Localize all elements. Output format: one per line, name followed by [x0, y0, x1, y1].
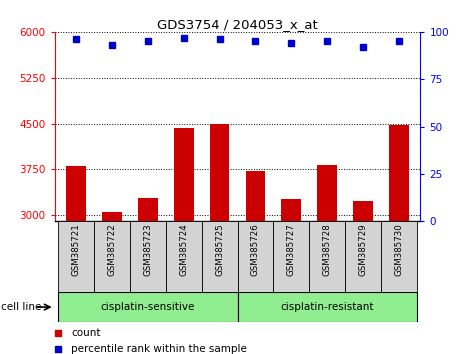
Bar: [345, 221, 381, 292]
Bar: [102, 212, 122, 221]
Bar: [381, 221, 417, 292]
Bar: [138, 198, 158, 221]
Bar: [246, 171, 266, 221]
Text: GSM385728: GSM385728: [323, 223, 332, 276]
Bar: [273, 221, 309, 292]
Text: GSM385727: GSM385727: [287, 223, 296, 276]
Bar: [317, 165, 337, 221]
Bar: [66, 166, 86, 221]
Text: GSM385725: GSM385725: [215, 223, 224, 276]
Bar: [281, 199, 301, 221]
Bar: [166, 221, 202, 292]
Bar: [209, 124, 229, 221]
Bar: [58, 221, 94, 292]
Text: GSM385729: GSM385729: [359, 223, 368, 276]
Bar: [94, 221, 130, 292]
Text: GSM385730: GSM385730: [394, 223, 403, 276]
Text: GSM385723: GSM385723: [143, 223, 152, 276]
Text: GSM385724: GSM385724: [179, 223, 188, 276]
Text: cisplatin-resistant: cisplatin-resistant: [280, 302, 374, 312]
Bar: [309, 221, 345, 292]
Bar: [58, 292, 238, 322]
Text: GSM385726: GSM385726: [251, 223, 260, 276]
Text: cisplatin-sensitive: cisplatin-sensitive: [101, 302, 195, 312]
Bar: [202, 221, 238, 292]
Title: GDS3754 / 204053_x_at: GDS3754 / 204053_x_at: [157, 18, 318, 31]
Text: cell line: cell line: [1, 302, 41, 312]
Bar: [174, 128, 194, 221]
Bar: [353, 201, 373, 221]
Text: percentile rank within the sample: percentile rank within the sample: [71, 344, 247, 354]
Bar: [238, 221, 273, 292]
Bar: [130, 221, 166, 292]
Bar: [238, 292, 417, 322]
Text: count: count: [71, 328, 101, 338]
Text: GSM385721: GSM385721: [72, 223, 81, 276]
Text: GSM385722: GSM385722: [107, 223, 116, 276]
Bar: [389, 125, 408, 221]
